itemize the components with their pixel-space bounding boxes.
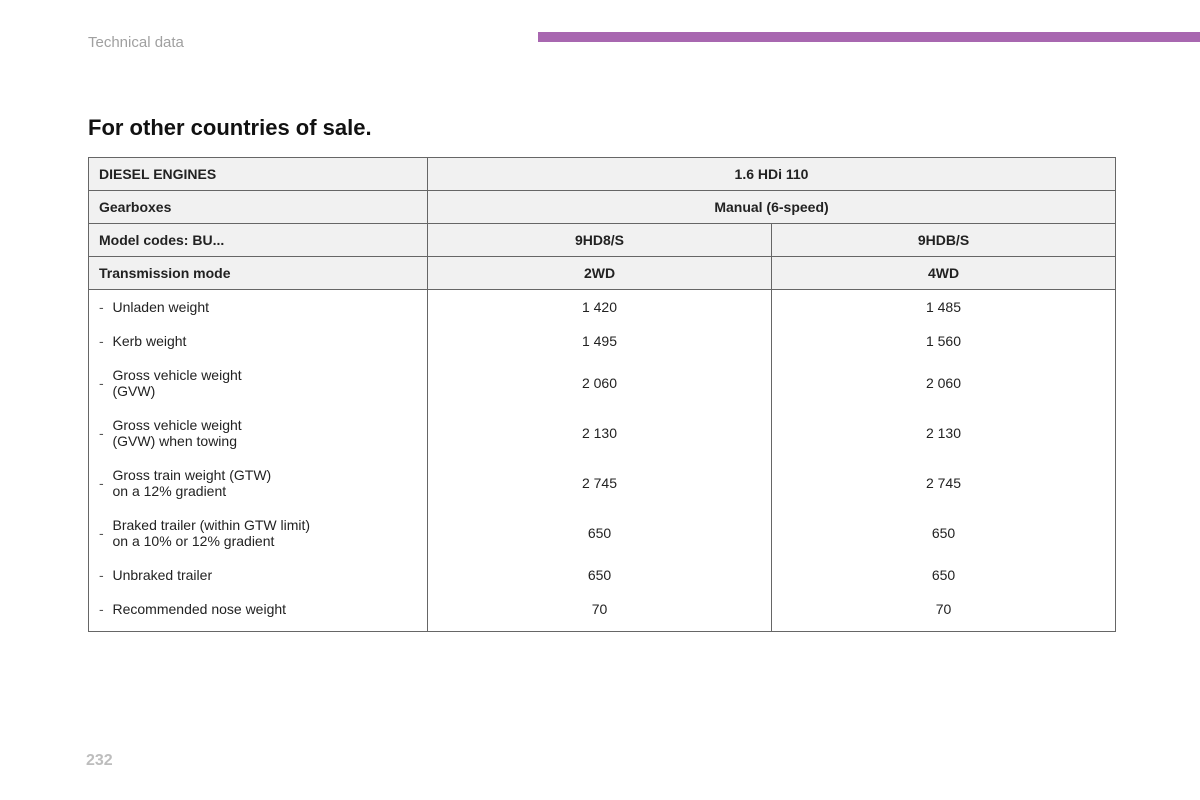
engine-row: DIESEL ENGINES 1.6 HDi 110	[89, 158, 1116, 191]
row-dash: -	[89, 592, 113, 632]
row-val1: 650	[428, 558, 772, 592]
page-number: 232	[86, 752, 113, 770]
table-row: - Kerb weight 1 495 1 560	[89, 324, 1116, 358]
row-dash: -	[89, 324, 113, 358]
gearbox-row: Gearboxes Manual (6-speed)	[89, 191, 1116, 224]
row-label: Gross vehicle weight(GVW)	[113, 358, 428, 408]
row-val1: 650	[428, 508, 772, 558]
accent-bar	[538, 32, 1200, 42]
row-dash: -	[89, 508, 113, 558]
row-label: Gross vehicle weight(GVW) when towing	[113, 408, 428, 458]
row-val1: 2 060	[428, 358, 772, 408]
row-val1: 70	[428, 592, 772, 632]
section-label: Technical data	[88, 34, 184, 51]
row-dash: -	[89, 458, 113, 508]
table-row: - Gross vehicle weight(GVW) when towing …	[89, 408, 1116, 458]
model-row: Model codes: BU... 9HD8/S 9HDB/S	[89, 224, 1116, 257]
row-val2: 650	[772, 508, 1116, 558]
gearbox-label: Gearboxes	[89, 191, 428, 224]
row-label: Unladen weight	[113, 290, 428, 325]
table-row: - Recommended nose weight 70 70	[89, 592, 1116, 632]
row-val2: 2 060	[772, 358, 1116, 408]
page-header: Technical data	[0, 34, 1200, 54]
row-dash: -	[89, 558, 113, 592]
model-label: Model codes: BU...	[89, 224, 428, 257]
row-val2: 1 560	[772, 324, 1116, 358]
engine-label: DIESEL ENGINES	[89, 158, 428, 191]
row-val1: 1 495	[428, 324, 772, 358]
row-val2: 2 130	[772, 408, 1116, 458]
row-val2: 2 745	[772, 458, 1116, 508]
engine-value: 1.6 HDi 110	[428, 158, 1116, 191]
row-dash: -	[89, 358, 113, 408]
table-row: - Gross train weight (GTW)on a 12% gradi…	[89, 458, 1116, 508]
row-label: Recommended nose weight	[113, 592, 428, 632]
row-val2: 1 485	[772, 290, 1116, 325]
row-label: Kerb weight	[113, 324, 428, 358]
row-dash: -	[89, 408, 113, 458]
row-val1: 2 745	[428, 458, 772, 508]
row-label: Braked trailer (within GTW limit)on a 10…	[113, 508, 428, 558]
row-val1: 1 420	[428, 290, 772, 325]
table-row: - Gross vehicle weight(GVW) 2 060 2 060	[89, 358, 1116, 408]
row-val2: 70	[772, 592, 1116, 632]
table-row: - Unladen weight 1 420 1 485	[89, 290, 1116, 325]
content-area: For other countries of sale. DIESEL ENGI…	[88, 115, 1116, 632]
row-label: Gross train weight (GTW)on a 12% gradien…	[113, 458, 428, 508]
model-col2: 9HDB/S	[772, 224, 1116, 257]
trans-col2: 4WD	[772, 257, 1116, 290]
row-label: Unbraked trailer	[113, 558, 428, 592]
row-dash: -	[89, 290, 113, 325]
trans-row: Transmission mode 2WD 4WD	[89, 257, 1116, 290]
page-title: For other countries of sale.	[88, 115, 1116, 141]
table-row: - Unbraked trailer 650 650	[89, 558, 1116, 592]
trans-col1: 2WD	[428, 257, 772, 290]
row-val1: 2 130	[428, 408, 772, 458]
table-row: - Braked trailer (within GTW limit)on a …	[89, 508, 1116, 558]
row-val2: 650	[772, 558, 1116, 592]
model-col1: 9HD8/S	[428, 224, 772, 257]
trans-label: Transmission mode	[89, 257, 428, 290]
gearbox-value: Manual (6-speed)	[428, 191, 1116, 224]
spec-table: DIESEL ENGINES 1.6 HDi 110 Gearboxes Man…	[88, 157, 1116, 632]
